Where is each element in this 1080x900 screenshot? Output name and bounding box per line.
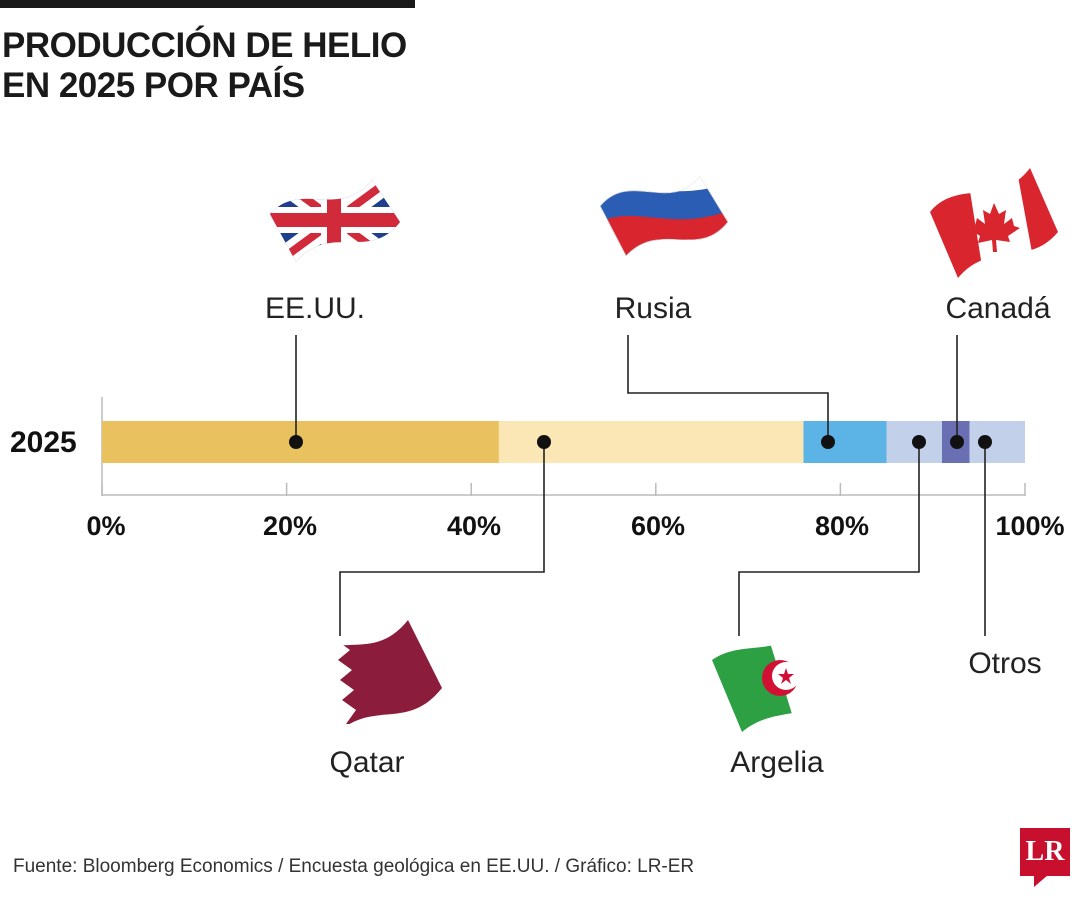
bar-segment-otros	[969, 421, 1025, 463]
tick-label: 0%	[86, 511, 125, 541]
label-russia: Rusia	[615, 292, 692, 325]
leader-line-russia	[627, 335, 829, 442]
label-others: Otros	[968, 647, 1041, 680]
tick-label: 60%	[631, 511, 685, 541]
label-canada: Canadá	[945, 292, 1050, 325]
label-usa: EE.UU.	[265, 292, 365, 325]
tick-labels: 0% 20% 40% 60% 80% 100%	[86, 511, 1064, 541]
point-usa	[289, 435, 303, 449]
helium-production-chart: 2025 0% 20% 40% 60% 80% 100% EE.UU. Rusi…	[10, 168, 1065, 779]
bar-segment-rusia	[803, 421, 887, 463]
tick-label: 100%	[995, 511, 1064, 541]
leader-lines	[295, 335, 986, 636]
leader-line-qatar	[339, 442, 545, 636]
leader-line-algeria	[738, 442, 920, 636]
tick-label: 20%	[263, 511, 317, 541]
logo-box	[1020, 828, 1070, 876]
series-points	[289, 435, 992, 449]
point-qatar	[537, 435, 551, 449]
lr-logo: LR	[1020, 828, 1070, 888]
algeria-flag-icon	[712, 622, 842, 732]
qatar-flag-icon	[314, 620, 442, 726]
russia-flag-icon	[600, 176, 728, 256]
point-canada	[950, 435, 964, 449]
point-algeria	[912, 435, 926, 449]
label-algeria: Argelia	[730, 746, 824, 779]
category-label-2025: 2025	[10, 426, 77, 459]
chart-title: PRODUCCIÓN DE HELIO EN 2025 POR PAÍS	[2, 26, 407, 106]
logo-tail	[1034, 875, 1048, 887]
logo-text: LR	[1025, 836, 1065, 867]
point-others	[978, 435, 992, 449]
title-line-1: PRODUCCIÓN DE HELIO	[2, 26, 407, 65]
source-note: Fuente: Bloomberg Economics / Encuesta g…	[13, 856, 695, 877]
tick-label: 40%	[447, 511, 501, 541]
point-russia	[821, 435, 835, 449]
label-qatar: Qatar	[329, 746, 404, 779]
stacked-bar	[102, 421, 1025, 463]
title-line-2: EN 2025 POR PAÍS	[2, 66, 305, 105]
tick-label: 80%	[815, 511, 869, 541]
top-rule	[0, 0, 415, 8]
canada-flag-icon	[930, 168, 1058, 278]
usa-flag-icon	[270, 180, 400, 262]
